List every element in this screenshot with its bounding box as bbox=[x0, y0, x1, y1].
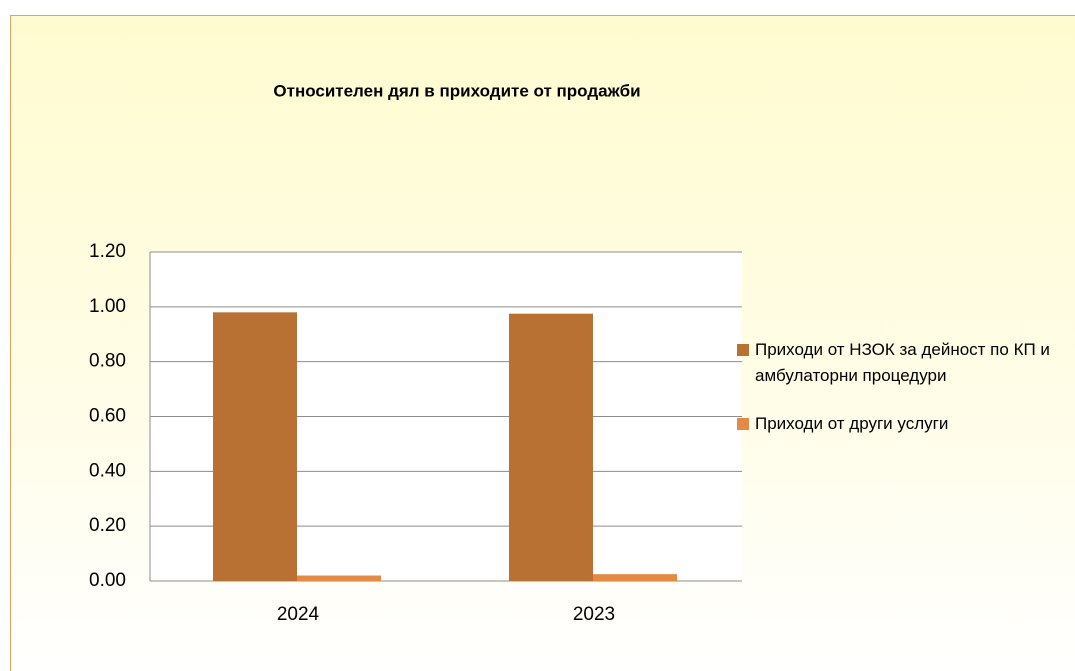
legend: Приходи от НЗОК за дейност по КП и амбул… bbox=[737, 337, 1067, 459]
y-tick-label: 1.00 bbox=[89, 296, 126, 317]
y-tick-label: 1.20 bbox=[89, 241, 126, 262]
legend-label: Приходи от НЗОК за дейност по КП и амбул… bbox=[755, 340, 1050, 385]
legend-swatch bbox=[737, 418, 749, 430]
y-tick-label: 0.40 bbox=[89, 460, 126, 481]
x-tick-label: 2024 bbox=[277, 604, 320, 625]
y-tick-label: 0.00 bbox=[89, 570, 126, 591]
legend-item: Приходи от НЗОК за дейност по КП и амбул… bbox=[737, 337, 1067, 389]
bar bbox=[297, 575, 381, 581]
legend-item: Приходи от други услуги bbox=[737, 411, 1067, 437]
y-tick-label: 0.60 bbox=[89, 406, 126, 427]
y-tick-label: 0.20 bbox=[89, 515, 126, 536]
bar bbox=[593, 574, 677, 581]
bar bbox=[213, 312, 297, 581]
legend-label: Приходи от други услуги bbox=[755, 414, 949, 433]
legend-swatch bbox=[737, 344, 749, 356]
bar bbox=[509, 313, 593, 581]
chart-title: Относителен дял в приходите от продажби bbox=[273, 81, 640, 100]
x-tick-label: 2023 bbox=[573, 604, 615, 625]
y-tick-label: 0.80 bbox=[89, 351, 126, 372]
